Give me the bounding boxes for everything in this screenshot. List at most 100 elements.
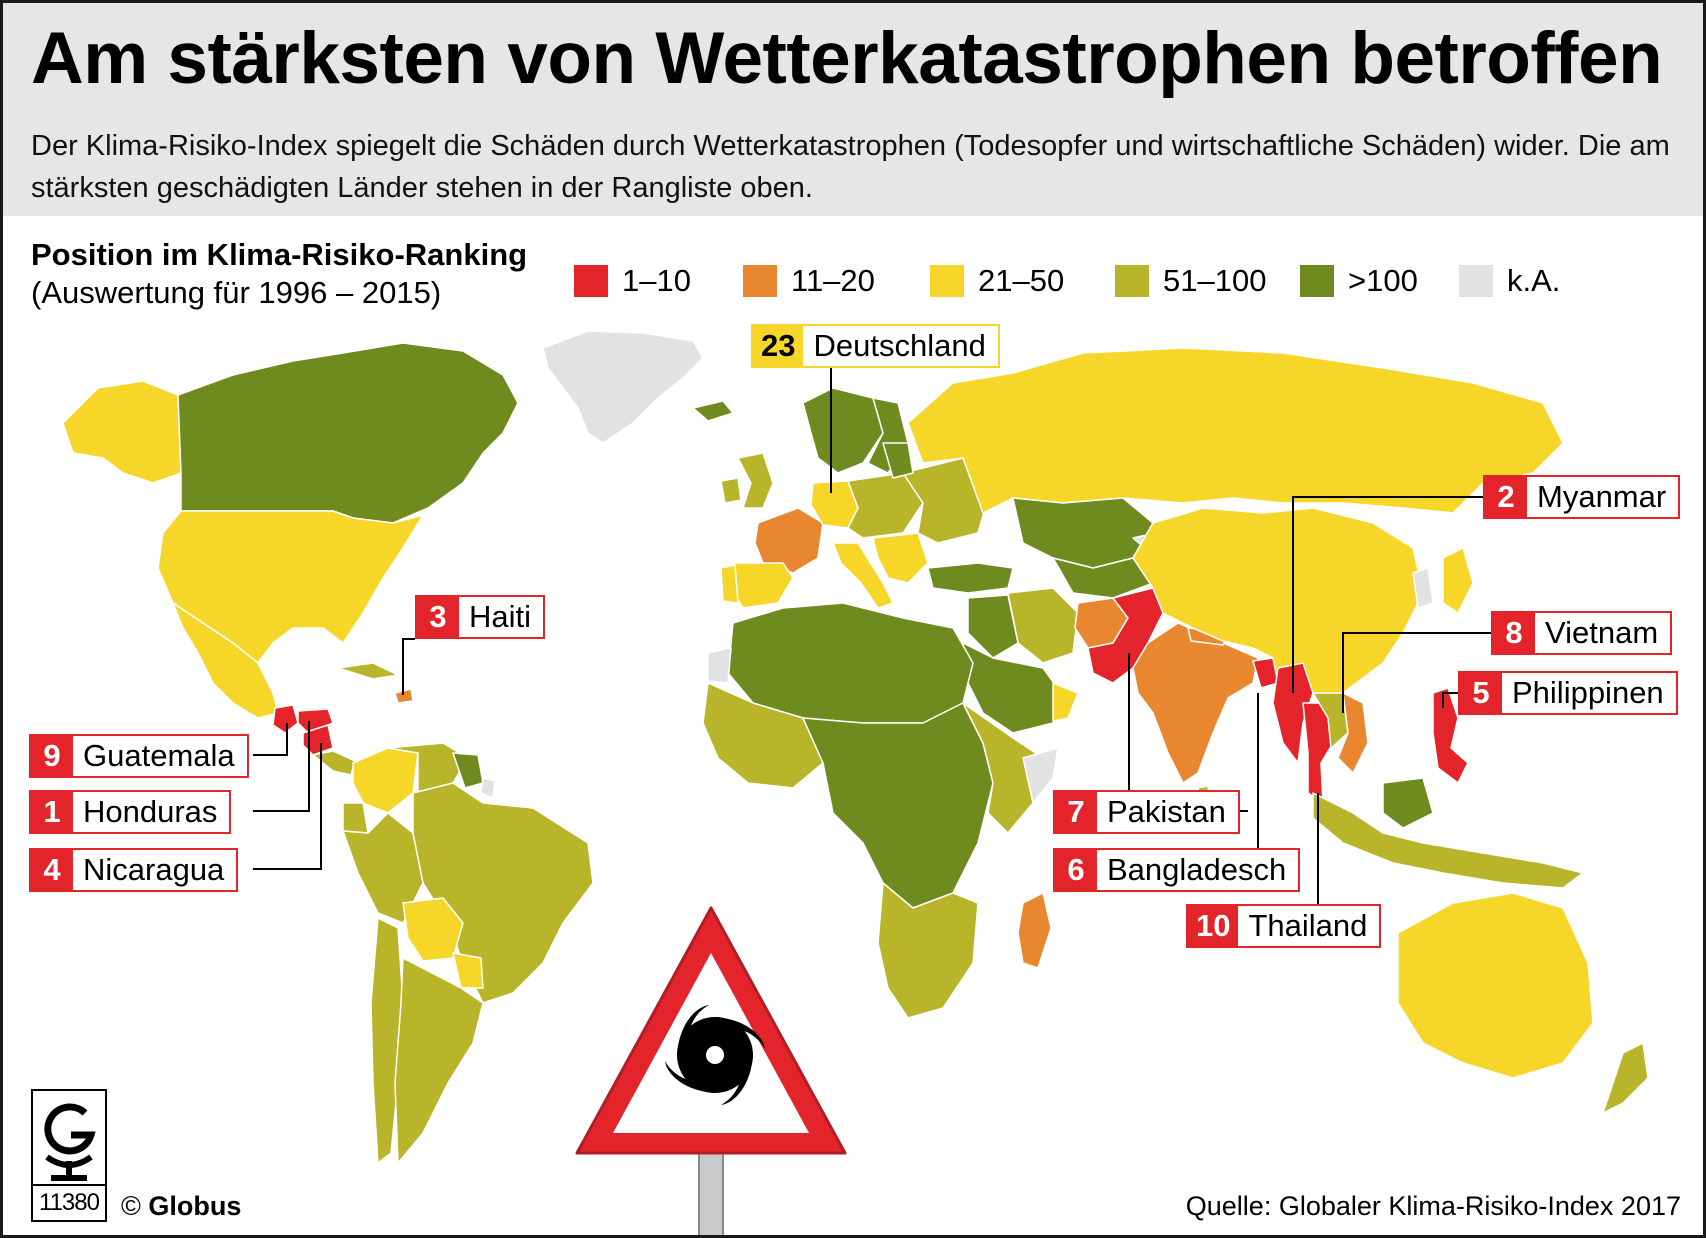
- borneo-shape: [1382, 777, 1434, 829]
- haiti-connector: [402, 638, 415, 695]
- legend-label: 1–10: [622, 263, 691, 298]
- callout-vietnam: 8 Vietnam: [1491, 611, 1673, 655]
- legend-swatch: [1459, 265, 1493, 297]
- globus-g-icon: [44, 1103, 96, 1181]
- north-africa-shape: [727, 602, 974, 724]
- uk-shape: [737, 452, 774, 509]
- page-subtitle: Der Klima-Risiko-Index spiegelt die Schä…: [31, 130, 1670, 204]
- vietnam-shape: [1337, 692, 1369, 774]
- panama-shape: [312, 750, 356, 776]
- legend-label: 11–20: [791, 263, 875, 298]
- central-africa-shape: [802, 702, 994, 909]
- globus-logo: 11380: [31, 1089, 107, 1222]
- france-shape: [754, 507, 824, 574]
- callout-myanmar: 2 Myanmar: [1483, 475, 1681, 519]
- baltic-shape: [882, 442, 914, 479]
- italy-shape: [832, 542, 894, 609]
- logo-number: 11380: [33, 1184, 105, 1220]
- guatemala-connector: [253, 723, 288, 756]
- country-name: Honduras: [83, 794, 218, 829]
- copyright-name: Globus: [148, 1191, 242, 1221]
- myanmar-connector: [1292, 496, 1483, 693]
- legend-swatch: [1300, 265, 1334, 297]
- legend-label: >100: [1348, 263, 1418, 298]
- legend-subtitle: (Auswertung für 1996 – 2015): [31, 275, 442, 310]
- mexico-shape: [172, 602, 279, 719]
- somalia-shape: [1022, 747, 1059, 804]
- korea-shape: [1412, 567, 1434, 609]
- country-name: Myanmar: [1537, 479, 1667, 514]
- nicaragua-connector: [253, 743, 322, 870]
- country-name: Vietnam: [1545, 615, 1659, 650]
- callout-honduras: 1 Honduras: [29, 790, 232, 834]
- east-africa-shape: [962, 702, 1044, 834]
- ecuador-shape: [342, 802, 369, 834]
- philippines-shape: [1432, 687, 1469, 784]
- legend-swatch: [743, 265, 777, 297]
- india-shape: [1132, 622, 1259, 784]
- vietnam-connector: [1342, 632, 1491, 713]
- legend-swatch: [574, 265, 608, 297]
- rank-badge: 2: [1485, 477, 1527, 517]
- guiana-shape: [480, 777, 496, 799]
- country-name: Bangladesch: [1107, 852, 1287, 887]
- rank-badge: 8: [1493, 613, 1535, 653]
- rank-badge: 1: [31, 792, 73, 832]
- legend-item: 21–50: [930, 263, 1064, 298]
- laos-shape: [1312, 692, 1349, 749]
- legend-item: >100: [1300, 263, 1418, 298]
- honduras-connector: [253, 721, 310, 812]
- cuba-shape: [337, 662, 399, 680]
- new-zealand-shape: [1602, 1042, 1649, 1114]
- rank-badge: 3: [417, 597, 459, 637]
- callout-deutschland: 23 Deutschland: [751, 324, 1000, 368]
- rank-badge: 4: [31, 850, 73, 890]
- greenland-shape: [542, 330, 704, 444]
- world-map: [62, 330, 1649, 1235]
- guatemala-shape: [272, 704, 299, 734]
- copyright-symbol: ©: [121, 1191, 141, 1221]
- ireland-shape: [720, 477, 742, 504]
- canada-shape: [177, 342, 519, 524]
- argentina-shape: [394, 957, 484, 1164]
- southern-africa-shape: [877, 882, 979, 1019]
- arabia-shape: [962, 642, 1069, 734]
- indonesia-shape: [1312, 792, 1584, 889]
- legend-item: k.A.: [1459, 263, 1561, 298]
- legend-title: Position im Klima-Risiko-Ranking: [31, 237, 528, 272]
- country-name: Thailand: [1248, 908, 1368, 943]
- rank-badge: 6: [1055, 850, 1097, 890]
- legend-swatch: [930, 265, 964, 297]
- country-name: Deutschland: [813, 328, 986, 363]
- legend-item: 51–100: [1115, 263, 1267, 298]
- legend-item: 11–20: [743, 263, 875, 298]
- iceland-shape: [692, 400, 734, 422]
- rank-badge: 9: [31, 736, 73, 776]
- hurricane-icon: [665, 1005, 765, 1105]
- rank-badge: 7: [1055, 792, 1097, 832]
- callout-haiti: 3 Haiti: [415, 595, 546, 639]
- oman-shape: [1052, 682, 1079, 722]
- west-africa-shape: [702, 682, 824, 789]
- country-name: Pakistan: [1107, 794, 1226, 829]
- callout-nicaragua: 4 Nicaragua: [29, 848, 239, 892]
- iraq-syria-shape: [967, 594, 1019, 659]
- callout-pakistan: 7 Pakistan: [1053, 790, 1240, 834]
- legend-label: 51–100: [1163, 263, 1267, 298]
- storm-warning-sign: [575, 906, 847, 1235]
- page-title: Am stärksten von Wetterkatastrophen betr…: [31, 18, 1663, 99]
- japan-shape: [1442, 547, 1474, 614]
- philippinen-connector: [1442, 692, 1458, 708]
- country-name: Haiti: [469, 599, 532, 634]
- balkans-shape: [872, 532, 929, 584]
- legend-label: k.A.: [1507, 263, 1561, 298]
- rank-badge: 23: [753, 326, 804, 366]
- brazil-shape: [412, 782, 594, 1004]
- country-name: Philippinen: [1512, 675, 1664, 710]
- alaska-shape: [62, 380, 182, 484]
- header: [3, 3, 1703, 216]
- bolivia-shape: [402, 897, 464, 962]
- turkey-shape: [927, 562, 1014, 594]
- callout-bangladesch: 6 Bangladesch: [1053, 848, 1301, 892]
